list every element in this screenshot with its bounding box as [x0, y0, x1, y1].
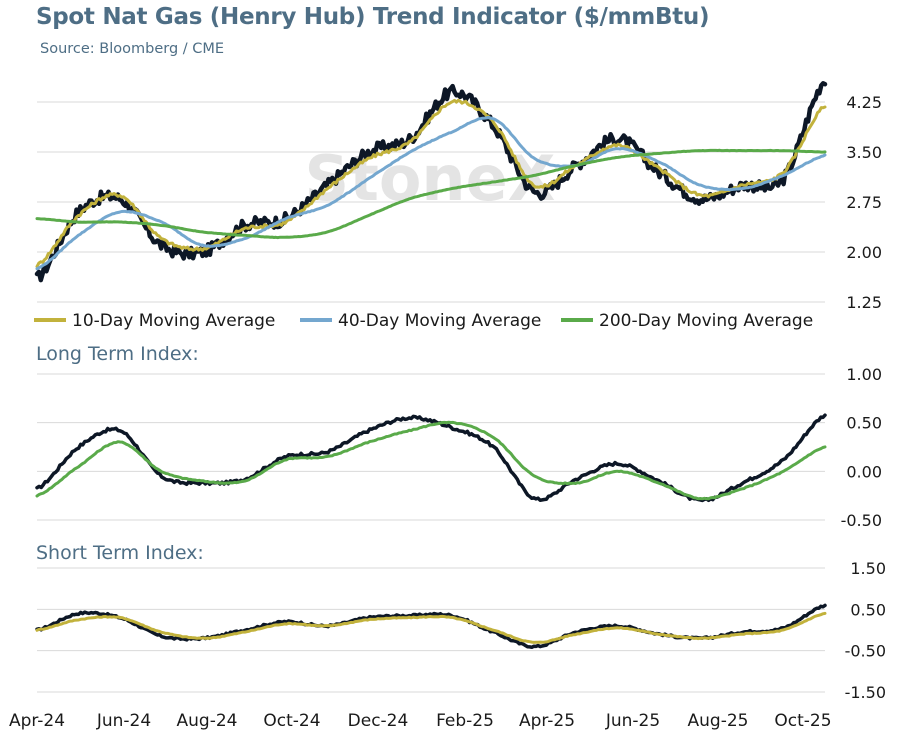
y-tick-label: 0.50: [846, 414, 882, 433]
x-tick-label: Aug-25: [688, 711, 749, 731]
long-term-average-line: [35, 420, 827, 501]
price-series-line: [34, 81, 828, 283]
x-tick-label: Oct-25: [774, 711, 831, 731]
y-tick-label: 1.25: [846, 293, 882, 312]
short-term-title: Short Term Index:: [36, 542, 204, 564]
long-term-title: Long Term Index:: [36, 343, 199, 365]
legend-label: 40-Day Moving Average: [338, 311, 541, 331]
y-tick-label: 4.25: [846, 93, 882, 112]
x-tick-label: Feb-25: [436, 711, 494, 731]
y-tick-label: 1.50: [850, 559, 886, 578]
chart-source: Source: Bloomberg / CME: [40, 41, 225, 57]
legend-label: 10-Day Moving Average: [72, 311, 275, 331]
ma10-series-line: [35, 98, 827, 269]
y-tick-label: 1.00: [846, 365, 882, 384]
chart-title: Spot Nat Gas (Henry Hub) Trend Indicator…: [36, 4, 710, 30]
short-term-price-line: [35, 603, 827, 650]
short-term-average-line: [35, 611, 827, 644]
long-term-price-line: [35, 413, 827, 503]
x-tick-label: Apr-25: [519, 711, 575, 731]
x-tick-label: Dec-24: [348, 711, 409, 731]
x-tick-label: Oct-24: [263, 711, 320, 731]
ma200-series-line: [35, 148, 827, 240]
y-tick-label: -0.50: [845, 642, 886, 661]
y-tick-label: -1.50: [845, 683, 886, 702]
y-tick-label: 3.50: [846, 143, 882, 162]
x-tick-label: Jun-24: [96, 711, 151, 731]
y-tick-label: 2.00: [846, 243, 882, 262]
x-tick-label: Aug-24: [177, 711, 238, 731]
y-tick-label: 2.75: [846, 193, 882, 212]
y-tick-label: -0.50: [841, 511, 882, 530]
legend-label: 200-Day Moving Average: [599, 311, 813, 331]
x-tick-label: Apr-24: [9, 711, 65, 731]
y-tick-label: 0.00: [846, 462, 882, 481]
y-tick-label: 0.50: [850, 600, 886, 619]
x-tick-label: Jun-25: [605, 711, 660, 731]
